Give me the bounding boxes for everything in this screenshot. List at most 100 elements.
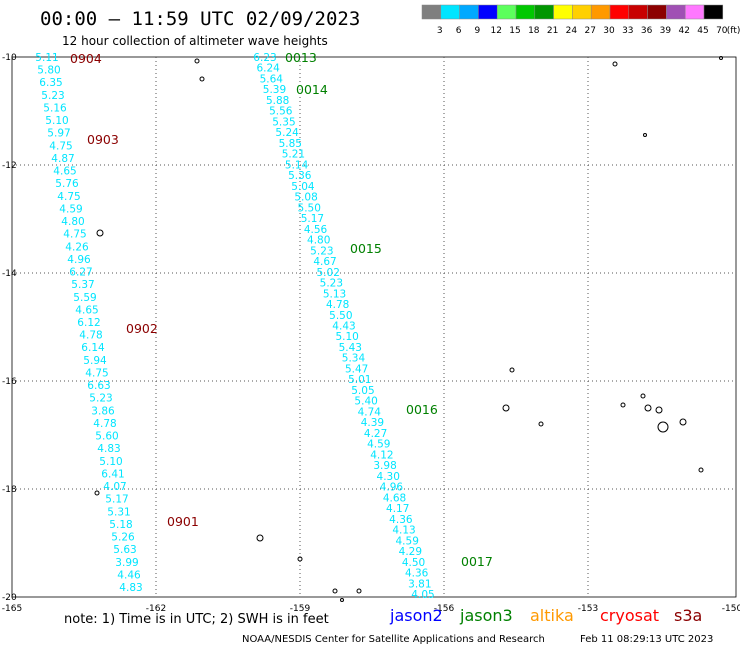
map-subtitle: 12 hour collection of altimeter wave hei… [62, 34, 328, 48]
wave-height-value: 4.96 [380, 482, 404, 494]
wave-height-value: 4.59 [396, 535, 419, 547]
island-outline [94, 490, 100, 496]
wave-height-value: 4.13 [392, 525, 415, 537]
island-outline [538, 421, 544, 427]
wave-height-value: 5.23 [41, 90, 64, 102]
wave-height-value: 4.65 [75, 304, 98, 316]
scale-label-30: 30 [603, 26, 615, 36]
wave-height-value: 5.63 [113, 544, 136, 556]
island-outline [612, 61, 618, 67]
wave-height-value: 4.74 [358, 406, 382, 418]
wave-height-value: 5.43 [339, 342, 362, 354]
lat-label: -18 [2, 485, 17, 495]
island-outline [719, 56, 723, 60]
wave-height-value: 5.60 [95, 431, 118, 443]
wave-height-value: 6.14 [81, 342, 105, 354]
wave-height-value: 4.80 [307, 235, 330, 247]
scale-swatch-15 [496, 4, 517, 20]
scale-swatch-9 [459, 4, 479, 20]
satellite-legend-s3a: s3a [674, 606, 703, 625]
scale-swatch-30 [590, 4, 611, 20]
wave-height-color-scale: 3 6 9 12 15 18 21 24 27 30 33 36 39 42 45 70 (ft) [421, 4, 740, 36]
island-outline [199, 76, 205, 82]
pass-time-label: 0901 [167, 514, 199, 529]
scale-swatch-36 [628, 4, 648, 20]
scale-swatch-33 [609, 4, 630, 20]
satellite-legend-jason3: jason3 [460, 606, 513, 625]
wave-height-value: 3.98 [373, 460, 396, 472]
scale-unit: (ft) [727, 26, 740, 36]
pass-time-label: 0015 [350, 241, 382, 256]
island-outline [194, 58, 200, 64]
wave-height-value: 4.96 [67, 254, 91, 266]
scale-swatch-27 [572, 4, 592, 20]
scale-label-9: 9 [475, 26, 481, 36]
wave-height-value: 4.07 [103, 481, 126, 493]
wave-height-value: 5.64 [260, 73, 284, 85]
wave-height-value: 5.04 [291, 181, 315, 193]
wave-height-value: 5.24 [275, 127, 299, 139]
scale-label-45: 45 [697, 26, 708, 36]
wave-height-value: 5.10 [99, 456, 122, 468]
wave-height-value: 5.23 [310, 245, 333, 257]
wave-height-value: 5.02 [317, 267, 340, 279]
wave-height-value: 4.68 [383, 492, 406, 504]
satellite-legend-jason2: jason2 [390, 606, 443, 625]
wave-height-value: 4.05 [411, 589, 434, 601]
wave-height-value: 5.47 [345, 363, 368, 375]
wave-height-value: 4.78 [93, 418, 116, 430]
island-outline [340, 598, 344, 602]
scale-swatch-18 [515, 4, 536, 20]
pass-time-label: 0014 [296, 82, 328, 97]
lat-label: -14 [2, 269, 17, 279]
scale-swatch-42 [666, 4, 686, 20]
wave-height-value: 4.17 [386, 503, 409, 515]
satellite-track-b: 6.236.245.645.395.885.565.355.245.855.21… [253, 50, 493, 601]
scale-swatch-45 [684, 4, 705, 20]
scale-label-39: 39 [660, 26, 672, 36]
wave-height-value: 4.59 [59, 203, 82, 215]
wave-height-value: 4.59 [367, 439, 390, 451]
wave-height-value: 5.17 [105, 494, 128, 506]
scale-label-36: 36 [641, 26, 653, 36]
wave-height-value: 6.12 [77, 317, 100, 329]
scale-swatch-21 [534, 4, 554, 20]
island-outline [640, 393, 646, 399]
wave-height-value: 5.85 [279, 138, 302, 150]
wave-height-value: 4.78 [79, 330, 102, 342]
generated-timestamp: Feb 11 08:29:13 UTC 2023 [580, 634, 714, 645]
island-outline [644, 404, 652, 412]
lat-label: -16 [2, 377, 17, 387]
wave-height-value: 5.40 [354, 396, 377, 408]
wave-height-value: 5.35 [272, 116, 295, 128]
island-outline [657, 421, 669, 433]
map-border [11, 56, 737, 598]
scale-swatch-24 [553, 4, 573, 20]
footer-note: note: 1) Time is in UTC; 2) SWH is in fe… [64, 612, 329, 627]
scale-label-24: 24 [566, 26, 578, 36]
scale-label-27: 27 [584, 26, 595, 36]
wave-height-value: 5.39 [263, 84, 286, 96]
wave-height-value: 5.08 [294, 192, 317, 204]
wave-height-value: 5.11 [35, 52, 58, 64]
island-outline [96, 229, 104, 237]
scale-label-3: 3 [437, 26, 443, 36]
scale-label-6: 6 [456, 26, 462, 36]
island-outline [502, 404, 510, 412]
wave-height-value: 5.23 [89, 393, 112, 405]
wave-height-value: 5.59 [73, 292, 96, 304]
wave-height-value: 3.81 [408, 578, 431, 590]
wave-height-value: 5.18 [109, 519, 132, 531]
wave-height-value: 4.80 [61, 216, 84, 228]
scale-label-70: 70 [716, 26, 728, 36]
wave-height-value: 4.78 [326, 299, 349, 311]
wave-height-value: 5.76 [55, 178, 79, 190]
wave-height-value: 4.30 [377, 471, 400, 483]
wave-height-value: 5.94 [83, 355, 107, 367]
wave-height-value: 5.36 [288, 170, 312, 182]
pass-time-label: 0013 [285, 50, 317, 65]
wave-height-value: 4.87 [51, 153, 74, 165]
map-title: 00:00 — 11:59 UTC 02/09/2023 [40, 8, 361, 30]
wave-height-value: 4.43 [332, 321, 355, 333]
wave-height-value: 6.41 [101, 468, 124, 480]
